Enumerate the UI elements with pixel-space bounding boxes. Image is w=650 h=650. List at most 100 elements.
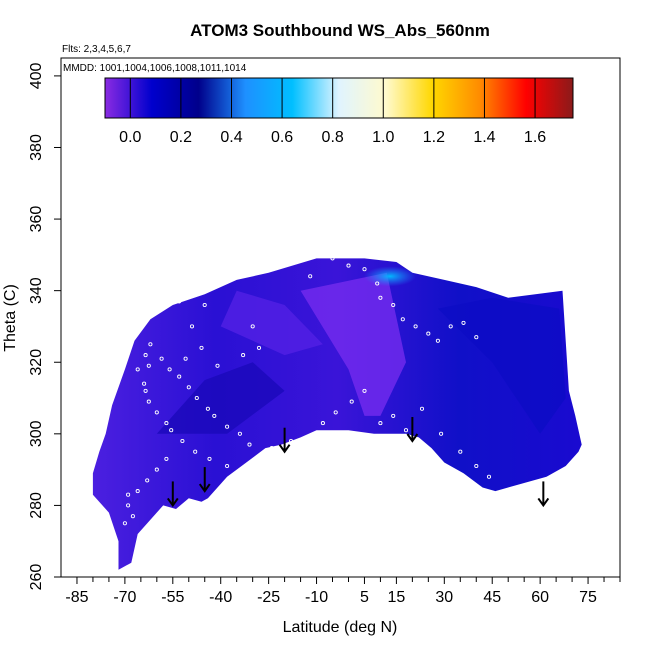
colorbar-tick-label: 1.6 <box>524 129 546 146</box>
x-tick-label: -70 <box>113 589 136 606</box>
sample-point <box>142 381 147 386</box>
y-tick-label: 360 <box>28 206 45 233</box>
sample-point <box>167 367 172 372</box>
colorbar-tick-label: 1.4 <box>473 129 495 146</box>
sample-point <box>250 324 255 329</box>
sample-point <box>247 442 252 447</box>
colorbar-tick-label: 0.2 <box>170 129 192 146</box>
sample-point <box>164 456 169 461</box>
sample-point <box>154 410 159 415</box>
sample-point <box>145 478 150 483</box>
chart-title: ATOM3 Southbound WS_Abs_560nm <box>190 21 490 40</box>
colorbar: 0.0 0.2 0.4 0.6 0.8 1.0 1.2 1.4 1.6 <box>104 77 574 146</box>
x-axis-label: Latitude (deg N) <box>283 619 398 636</box>
sample-point <box>148 342 153 347</box>
sample-point <box>419 406 425 411</box>
sample-point <box>288 438 294 444</box>
sample-point <box>126 503 131 508</box>
sample-point <box>164 421 169 426</box>
sample-point <box>378 295 383 300</box>
field-band-south <box>156 362 285 434</box>
sample-point <box>330 256 335 261</box>
sample-point <box>225 424 230 429</box>
sample-point <box>194 395 199 401</box>
y-tick-label: 380 <box>28 134 45 161</box>
sample-point <box>135 367 140 372</box>
sample-point <box>308 274 313 279</box>
y-tick-label: 260 <box>28 564 45 591</box>
sample-point <box>269 446 274 451</box>
arrow-marker <box>406 416 419 443</box>
sample-point <box>215 363 220 368</box>
sample-point <box>154 467 159 472</box>
sample-point <box>186 385 191 390</box>
sample-point <box>403 428 409 433</box>
colorbar-tick-label: 0.6 <box>271 129 293 146</box>
colorbar-tick-label: 0.8 <box>322 129 344 146</box>
sample-point <box>362 267 367 272</box>
arrow-marker <box>198 467 211 493</box>
sample-point <box>461 320 466 325</box>
x-tick-label: -25 <box>257 589 280 606</box>
y-tick-label: 300 <box>28 420 45 447</box>
sample-point <box>225 463 230 469</box>
sample-point <box>177 299 182 304</box>
sample-point <box>435 338 440 343</box>
dates-annotation: MMDD: 1001,1004,1006,1008,1011,1014 <box>63 63 247 74</box>
sample-point <box>207 456 212 461</box>
x-tick-label: 15 <box>388 589 406 606</box>
sample-point <box>143 353 148 358</box>
y-tick-label: 340 <box>28 277 45 304</box>
sample-point <box>189 324 195 329</box>
sample-point <box>180 438 185 444</box>
sample-point <box>346 263 351 268</box>
colorbar-tick-label: 0.4 <box>220 129 242 146</box>
sample-point <box>378 421 383 426</box>
colorbar-tick-label: 1.2 <box>423 129 445 146</box>
field-band-center <box>300 272 406 416</box>
x-tick-label: -40 <box>209 589 232 606</box>
sample-point <box>391 302 396 308</box>
sample-point <box>400 317 405 322</box>
sample-point <box>426 331 431 336</box>
sample-point <box>458 449 463 454</box>
sample-point <box>474 463 479 469</box>
sample-point <box>202 302 207 308</box>
arrow-marker <box>278 427 291 454</box>
arrow-marker <box>166 481 179 508</box>
sample-point <box>122 521 127 526</box>
x-tick-label: -10 <box>305 589 328 606</box>
field-band-upper <box>220 290 323 356</box>
sample-point <box>159 356 164 361</box>
sample-point <box>320 421 325 426</box>
sample-point <box>413 324 418 329</box>
sample-point <box>126 492 131 497</box>
y-tick-label: 320 <box>28 349 45 376</box>
x-tick-label: 60 <box>531 589 549 606</box>
sample-point <box>474 335 479 340</box>
colorbar-tick-label: 0.0 <box>119 129 141 146</box>
arrow-marker <box>537 481 550 508</box>
sample-point <box>193 449 198 454</box>
x-tick-label: 45 <box>483 589 501 606</box>
colorbar-tick-label: 1.0 <box>372 129 394 146</box>
sample-point <box>256 345 262 350</box>
sample-point <box>244 471 249 476</box>
sample-point <box>237 431 242 436</box>
field-hotspot <box>364 266 417 287</box>
x-tick-label: -55 <box>161 589 184 606</box>
sample-point <box>177 374 182 379</box>
sample-point <box>375 281 380 286</box>
plot-frame <box>60 57 621 578</box>
sample-point <box>448 324 453 329</box>
sample-point <box>146 363 151 368</box>
y-tick-label: 400 <box>28 62 45 89</box>
x-tick-label: 30 <box>435 589 453 606</box>
y-axis-label: Theta (C) <box>2 284 19 352</box>
field-band-north <box>437 297 566 434</box>
sample-point <box>199 345 204 350</box>
sample-point <box>183 356 188 361</box>
sample-point <box>439 431 444 436</box>
colorbar-gradient <box>104 77 574 119</box>
sample-point <box>391 413 396 418</box>
